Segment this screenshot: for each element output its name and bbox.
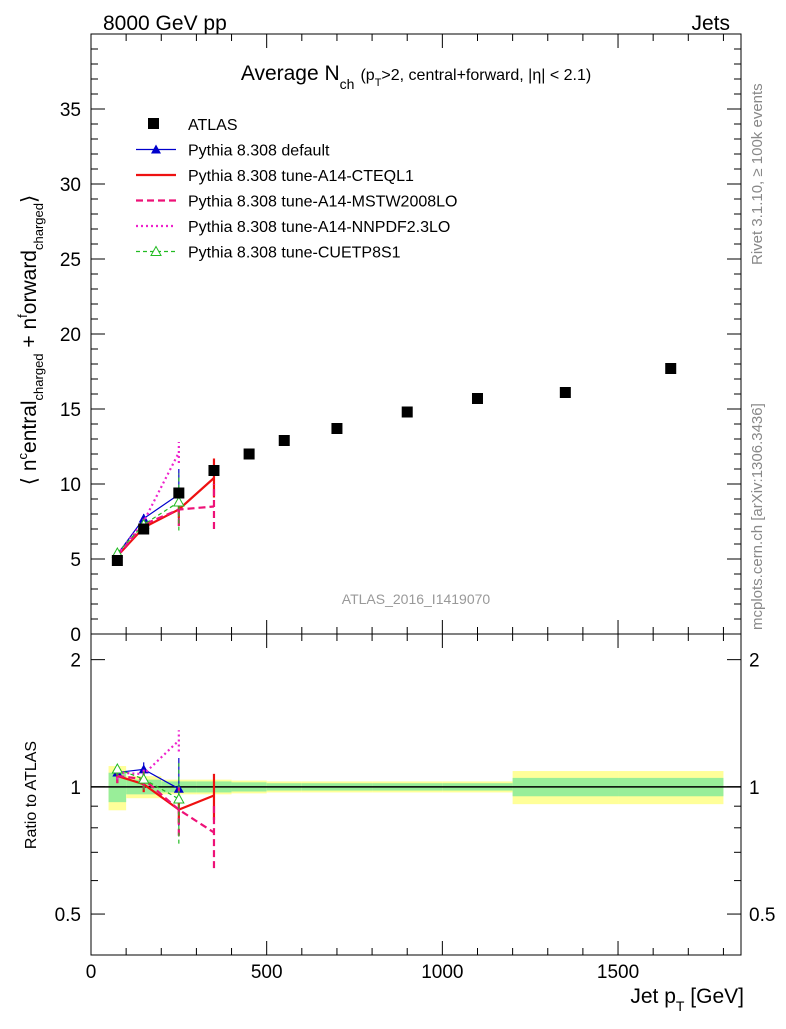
atlas-data-point [173,487,185,499]
title-cut-rest: >2, central+forward, |η| < 2.1) [381,67,591,84]
reference-points [111,363,677,566]
ratio-series-point [137,773,150,784]
ratio-series-point [111,762,124,774]
atlas-data-point [559,387,571,398]
analysis-watermark: ATLAS_2016_I1419070 [342,591,491,607]
atlas-data-point [665,363,677,374]
y-tick-label: 15 [60,400,81,421]
ylabel-sub4: charged [31,203,46,250]
xlabel-sub: T [676,998,685,1014]
x-axis-label: Jet pT [GeV] [630,985,744,1014]
header-right: Jets [691,12,730,35]
series-line [116,477,215,557]
ylabel-sup1: c [15,452,30,459]
series-line [116,452,180,556]
ratio-tick-label: 2 [70,651,81,672]
rivet-label: Rivet 3.1.10, ≥ 100k events [749,83,766,265]
ratio-tick-label-right: 1 [749,778,760,799]
atlas-data-point [243,448,255,460]
atlas-data-point [331,423,343,434]
ratio-series-line [117,774,215,811]
ylabel-sub2: charged [31,353,46,400]
x-tick-label: 500 [251,962,283,983]
ratio-tick-label-right: 0.5 [749,905,775,926]
legend: ATLAS Pythia 8.308 default Pythia 8.308 tu… [136,117,457,262]
ratio-series-line [117,774,215,834]
ylabel-part2: entral [18,400,41,453]
ratio-series-point [172,792,185,804]
atlas-data-point [208,465,220,476]
x-tick-label: 0 [86,962,97,983]
title-main: Average N [241,62,340,85]
atlas-data-point [401,406,413,418]
y-tick-label: 35 [60,100,81,121]
y-tick-label: 25 [60,250,81,271]
xlabel-main: Jet p [630,985,676,1008]
y-tick-label: 10 [60,475,81,496]
y-tick-label: 0 [70,625,81,646]
ylabel-part4: orward [18,250,41,314]
y-tick-label: 20 [60,325,81,346]
ratio-tick-label: 0.5 [55,905,81,926]
legend-label: Pythia 8.308 tune-A14-MSTW2008LO [188,194,457,211]
atlas-data-point [278,435,290,446]
series-line [116,505,215,557]
legend-label-atlas: ATLAS [188,117,238,134]
title-cut-open: (p [360,67,374,84]
main-series-group [111,442,216,559]
legend-label: Pythia 8.308 default [188,143,330,160]
y-axis-label: ⟨ ncentralcharged + nforwardcharged⟩ [15,195,46,485]
x-tick-label: 1500 [597,962,639,983]
ylabel-part1: ⟨ n [18,459,41,485]
legend-marker [150,245,162,256]
title-cut-sub: T [375,77,382,89]
ratio-uncertainty-bands [91,766,741,811]
chart-title: Average Nch (pT>2, central+forward, |η| <… [241,62,591,92]
x-tick-label: 1000 [421,962,463,983]
ratio-series-group [111,730,216,869]
xlabel-unit: [GeV] [684,985,744,1008]
atlas-data-point [471,393,483,404]
series-point [172,495,185,507]
ratio-tick-label-right: 2 [749,651,760,672]
legend-label: Pythia 8.308 tune-A14-NNPDF2.3LO [188,219,450,236]
ratio-y-axis-label: Ratio to ATLAS [23,741,40,849]
legend-marker-atlas [148,118,159,129]
mcplots-label: mcplots.cern.ch [arXiv:1306.3436] [749,403,766,630]
legend-label: Pythia 8.308 tune-CUETP8S1 [188,245,401,262]
ylabel-part3: + n [18,318,41,354]
y-tick-label: 5 [70,550,81,571]
legend-marker [151,144,161,154]
y-tick-label: 30 [60,175,81,196]
ratio-frame [90,633,742,956]
atlas-data-point [138,523,150,535]
ylabel-part5: ⟩ [18,195,41,203]
header-left: 8000 GeV pp [103,12,227,35]
ratio-series-line [117,739,180,776]
title-main-sub: ch [340,76,355,92]
axes-group: 0 500 1000 1500 0 5 10 15 20 25 30 35 0.5 0.5 1 1 2 2 [55,33,775,983]
series-point [138,513,149,523]
ylabel-sup3: f [15,314,30,318]
ratio-tick-label: 1 [70,778,81,799]
legend-label: Pythia 8.308 tune-A14-CTEQL1 [188,168,414,185]
atlas-data-point [111,555,123,566]
